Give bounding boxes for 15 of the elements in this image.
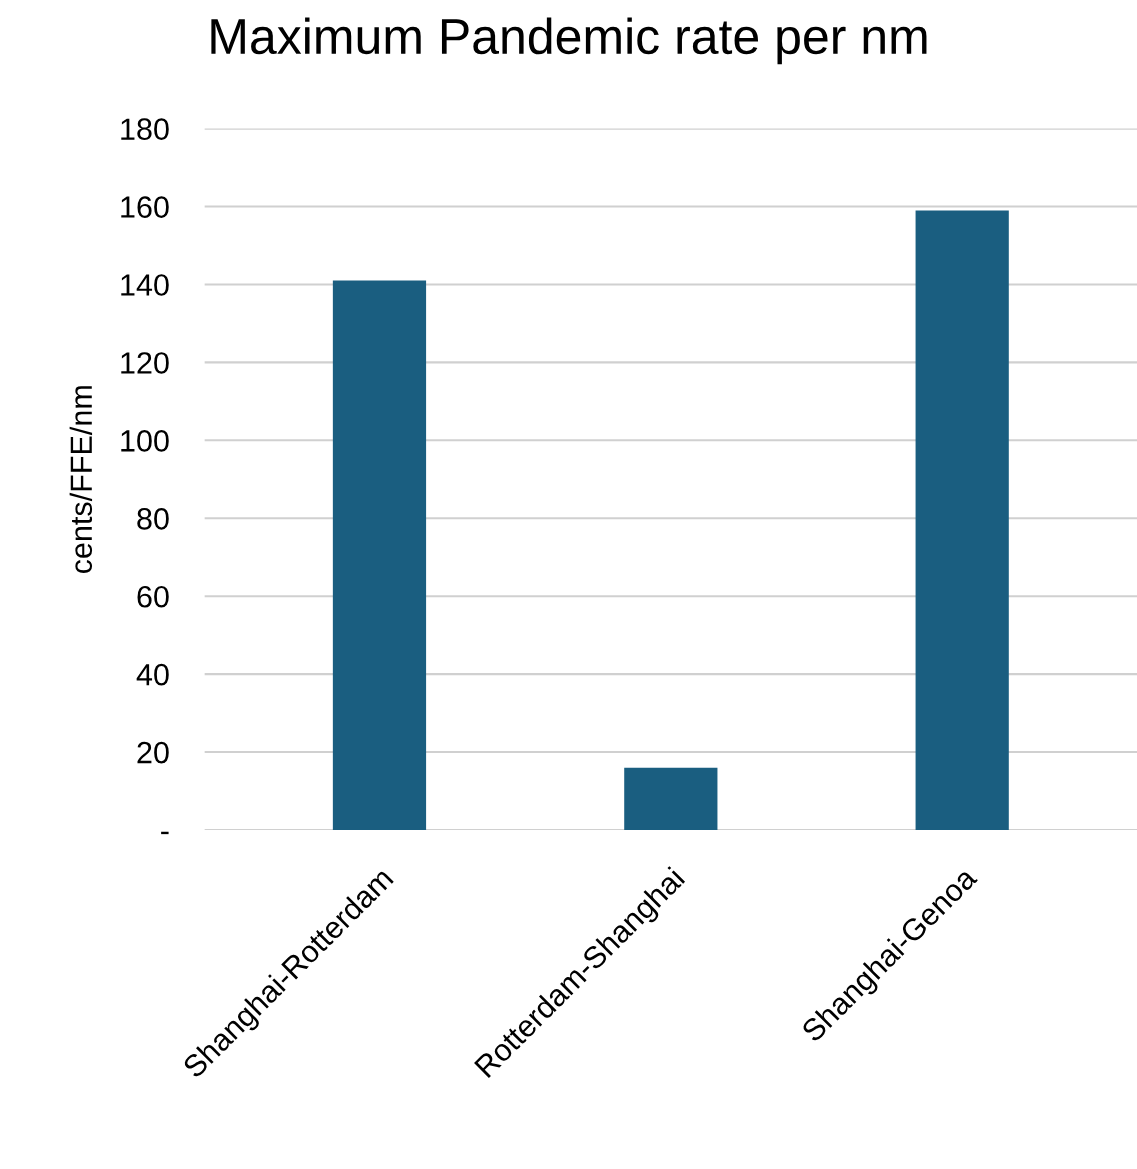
y-tick-label: - [161,831,169,835]
y-tick-label: 20 [137,741,169,764]
chart-title: Maximum Pandemic rate per nm [211,17,927,65]
y-tick-label: 60 [137,585,169,608]
y-tick-label: 80 [137,507,169,530]
bar [624,767,718,830]
y-tick-label: 40 [136,663,169,686]
y-tick-label: 180 [121,118,169,140]
bar [915,210,1009,830]
y-tick-label: 100 [121,430,169,452]
y-axis-title: cents/FFE/nm [69,386,93,574]
bar [332,280,427,830]
y-tick-label: 140 [121,274,169,296]
y-tick-label: 160 [121,196,169,218]
y-tick-label: 120 [121,352,169,374]
